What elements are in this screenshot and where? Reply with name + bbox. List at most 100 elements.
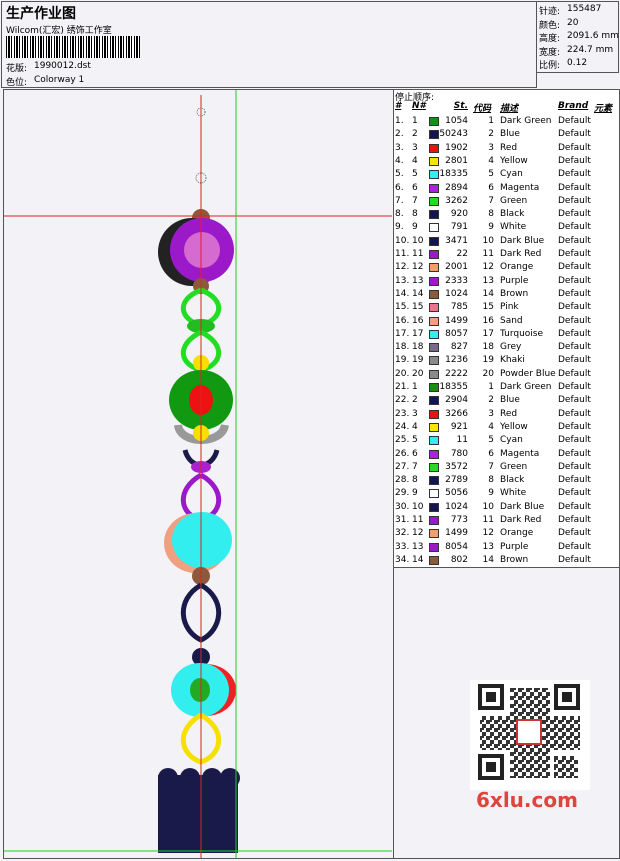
- description: Brown: [500, 554, 529, 565]
- stitches: 1499: [445, 528, 468, 539]
- stitches: 1902: [445, 142, 468, 153]
- swatch: [429, 396, 439, 406]
- swatch: [429, 196, 439, 206]
- brand: Default: [558, 342, 591, 353]
- needle: 1: [412, 382, 418, 392]
- code: 13: [482, 275, 494, 286]
- description: Dark Blue: [500, 235, 545, 246]
- subtitle: Wilcom(汇宏) 绣饰工作室: [6, 26, 112, 36]
- swatch: [429, 329, 439, 339]
- brand: Default: [558, 262, 591, 273]
- needle: 20: [412, 368, 424, 379]
- stitches: 8057: [445, 328, 468, 339]
- swatch: [429, 516, 439, 525]
- swatch: [429, 156, 439, 166]
- row-index: 18.: [395, 342, 410, 353]
- row-index: 19.: [395, 355, 410, 366]
- brand: Default: [558, 355, 591, 366]
- info-label: 针迹:: [539, 7, 561, 17]
- column-header: 描述: [500, 104, 519, 114]
- stitches: 18355: [439, 382, 468, 392]
- needle: 11: [412, 515, 424, 525]
- needle: 9: [412, 488, 418, 499]
- row-index: 14.: [395, 288, 410, 299]
- swatch: [429, 369, 439, 379]
- info-value: 155487: [567, 4, 602, 14]
- row-index: 24.: [395, 421, 410, 432]
- needle: 2: [412, 395, 418, 406]
- swatch: [429, 449, 439, 459]
- watermark: 6xlu.com: [476, 788, 578, 812]
- row-index: 32.: [395, 528, 410, 539]
- stitches: 8054: [445, 541, 468, 552]
- needle: 12: [412, 262, 424, 273]
- description: Dark Blue: [500, 501, 545, 512]
- code: 5: [488, 169, 494, 180]
- swatch: [429, 489, 439, 499]
- table-title: 停止顺序:: [395, 93, 435, 103]
- needle: 15: [412, 302, 424, 313]
- brand: Default: [558, 142, 591, 153]
- row-index: 1.: [395, 116, 404, 126]
- code: 10: [482, 235, 494, 246]
- needle: 2: [412, 129, 418, 140]
- swatch: [429, 236, 439, 246]
- brand: Default: [558, 302, 591, 313]
- needle: 4: [412, 421, 418, 432]
- row-index: 20.: [395, 368, 410, 379]
- swatch: [429, 383, 439, 392]
- code: 2: [488, 129, 494, 140]
- code: 12: [482, 262, 494, 273]
- description: Blue: [500, 395, 520, 406]
- description: Dark Red: [500, 249, 542, 259]
- description: Green: [500, 195, 528, 206]
- swatch: [429, 250, 439, 259]
- info-label: 高度:: [539, 34, 561, 44]
- brand: Default: [558, 408, 591, 419]
- pattern-label: 花版:: [6, 64, 28, 74]
- description: Red: [500, 408, 518, 419]
- stitches: 5056: [445, 488, 468, 499]
- info-value: 20: [567, 17, 579, 28]
- code: 18: [482, 342, 494, 353]
- code: 4: [488, 421, 494, 432]
- brand: Default: [558, 328, 591, 339]
- column-header: N#: [412, 101, 426, 111]
- colorway: Colorway 1: [34, 75, 85, 85]
- swatch: [429, 529, 439, 539]
- swatch: [429, 476, 439, 486]
- description: Dark Red: [500, 515, 542, 525]
- brand: Default: [558, 129, 591, 140]
- stitches: 18335: [439, 169, 468, 180]
- stitches: 3266: [445, 408, 468, 419]
- stitches: 1054: [445, 116, 468, 126]
- brand: Default: [558, 249, 591, 259]
- swatch: [429, 117, 439, 126]
- brand: Default: [558, 382, 591, 392]
- code: 6: [488, 182, 494, 193]
- stitches: 780: [450, 448, 468, 459]
- pattern: 1990012.dst: [34, 61, 91, 71]
- code: 1: [488, 116, 494, 126]
- stitches: 2333: [445, 275, 468, 286]
- brand: Default: [558, 182, 591, 193]
- description: Orange: [500, 262, 534, 273]
- needle: 12: [412, 528, 424, 539]
- description: Black: [500, 475, 525, 486]
- swatch: [429, 143, 439, 153]
- table-frame: [393, 89, 620, 568]
- brand: Default: [558, 275, 591, 286]
- row-index: 21.: [395, 382, 410, 392]
- stitches: 2789: [445, 475, 468, 486]
- brand: Default: [558, 461, 591, 472]
- row-index: 9.: [395, 222, 404, 233]
- code: 9: [488, 488, 494, 499]
- column-header: St.: [453, 101, 468, 111]
- stitches: 802: [450, 554, 468, 565]
- stitches: 50243: [439, 129, 468, 140]
- code: 7: [488, 195, 494, 206]
- description: Magenta: [500, 448, 540, 459]
- row-index: 2.: [395, 129, 404, 140]
- needle: 3: [412, 142, 418, 153]
- code: 11: [482, 249, 494, 259]
